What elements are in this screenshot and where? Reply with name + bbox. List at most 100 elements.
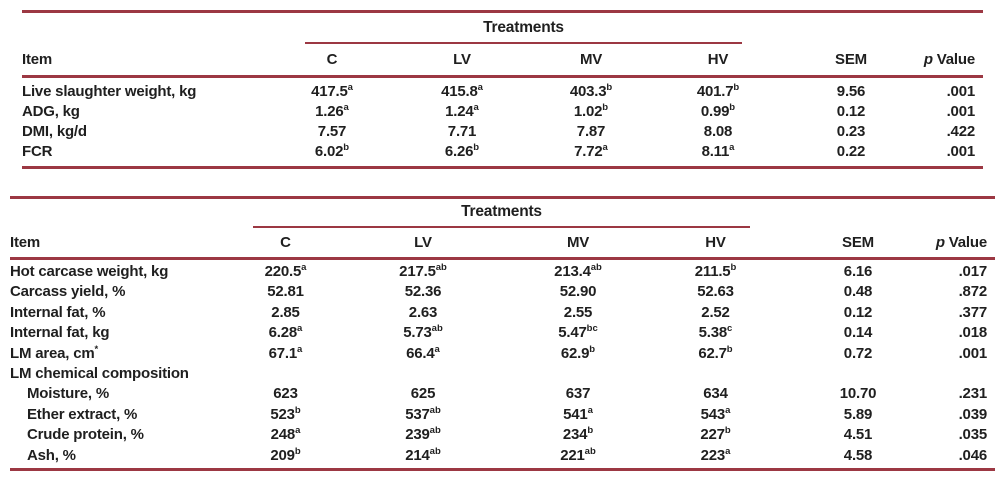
cell-value: 211.5b [694, 262, 737, 280]
cell-value: 1.02b [573, 102, 609, 120]
treatments-spanner-label: Treatments [253, 199, 750, 228]
cell-value: 5.73ab [403, 323, 443, 342]
cell-value: 221ab [560, 445, 596, 464]
cell-value: 220.5a [264, 262, 307, 280]
row-label: Ash, % [27, 446, 76, 464]
table-row: Internal fat, kg 6.28a 5.73ab 5.47bc 5.38c 0.… [10, 323, 995, 343]
table-row: Live slaughter weight, kg 417.5a 415.8a 403… [22, 82, 983, 102]
cell-value: 0.99b [700, 102, 736, 120]
cell-value: 2.63 [408, 303, 438, 321]
cell-value: 67.1a [268, 343, 303, 362]
cell-value: 0.72 [843, 344, 873, 362]
cell-value: .018 [958, 324, 988, 342]
cell-value: 0.12 [836, 103, 866, 120]
table-top-rule [10, 196, 995, 199]
cell-value: 10.70 [839, 385, 877, 403]
carcass-table: Treatments Item C LV MV HV SEM p Value Hot car… [10, 196, 995, 471]
table-row: LM chemical composition [10, 364, 995, 384]
cell-value: 209b [270, 445, 301, 464]
cell-value: 6.16 [843, 263, 873, 280]
cell-value: 0.14 [843, 324, 873, 342]
table-top-rule [22, 10, 983, 13]
table-mid-rule [10, 257, 995, 260]
cell-value: 541a [563, 404, 593, 423]
cell-value: 523b [270, 404, 301, 423]
cell-value: .001 [946, 143, 976, 160]
cell-value: 7.71 [447, 123, 477, 140]
col-header-sem: SEM [835, 51, 867, 68]
table-bottom-rule [10, 467, 995, 471]
row-label: DMI, kg/d [22, 123, 87, 140]
cell-value: 0.22 [836, 143, 866, 160]
col-header-p-value: p Value [923, 51, 975, 68]
cell-value [513, 364, 643, 384]
cell-value: 214ab [405, 445, 441, 464]
column-header-row: Item C LV MV HV SEM p Value [22, 44, 983, 75]
table-row: DMI, kg/d 7.57 7.71 7.87 8.08 0.23 .422 [22, 122, 983, 142]
cell-value: 4.51 [843, 426, 873, 444]
table-bottom-rule [22, 166, 983, 169]
cell-value: 1.24a [445, 102, 479, 120]
cell-value: 543a [700, 404, 731, 423]
row-label: Internal fat, kg [10, 324, 110, 342]
table-row: ADG, kg 1.26a 1.24a 1.02b 0.99b 0.12 .001 [22, 102, 983, 122]
col-header-hv: HV [707, 51, 729, 68]
cell-value: 6.28a [268, 323, 303, 342]
cell-value: 52.90 [559, 283, 597, 301]
cell-value: 5.89 [843, 405, 873, 423]
cell-value: 401.7b [696, 82, 740, 100]
row-label: Internal fat, % [10, 303, 106, 321]
cell-value: 62.9b [560, 343, 596, 362]
cell-value: 8.11a [701, 142, 735, 160]
col-header-hv: HV [705, 234, 726, 251]
cell-value: .046 [958, 446, 988, 464]
col-header-c: C [326, 51, 338, 68]
table-row: Hot carcase weight, kg 220.5a 217.5ab 213.4… [10, 262, 995, 282]
cell-value: 623 [273, 385, 298, 403]
cell-value: 227b [700, 425, 731, 444]
spanner-row: Treatments [10, 199, 995, 228]
row-label: FCR [22, 143, 53, 160]
cell-value: .035 [958, 426, 988, 444]
cell-value: 66.4a [406, 343, 440, 362]
cell-value: 4.58 [843, 446, 873, 464]
table-row: FCR 6.02b 6.26b 7.72a 8.11a 0.22 .001 [22, 142, 983, 162]
cell-value: 417.5a [311, 82, 353, 100]
cell-value: 5.47bc [558, 323, 598, 342]
cell-value: 0.48 [843, 283, 873, 301]
cell-value: 7.57 [317, 123, 347, 140]
row-label: LM area, cm* [10, 343, 99, 362]
table-body: Hot carcase weight, kg 220.5a 217.5ab 213.4… [10, 260, 995, 468]
cell-value: 52.81 [267, 283, 304, 301]
row-label: ADG, kg [22, 103, 80, 120]
cell-value: 52.63 [697, 283, 734, 301]
cell-value: 537ab [405, 404, 441, 423]
cell-value: 9.56 [836, 83, 866, 100]
cell-value: 239ab [405, 425, 441, 444]
cell-value: 52.36 [404, 283, 442, 301]
cell-value: 2.85 [271, 303, 300, 321]
cell-value: 7.87 [576, 123, 606, 140]
cell-value: .422 [946, 123, 976, 140]
row-label: Carcass yield, % [10, 283, 126, 301]
cell-value: .377 [958, 303, 988, 321]
cell-value [238, 364, 333, 384]
cell-value: 7.72a [574, 142, 608, 160]
col-header-lv: LV [453, 51, 471, 68]
cell-value: .001 [946, 103, 976, 120]
cell-value [333, 364, 513, 384]
cell-value: .039 [958, 405, 988, 423]
cell-value: 213.4ab [554, 262, 602, 280]
treatments-spanner-label: Treatments [305, 13, 742, 44]
cell-value [788, 364, 928, 384]
cell-value: 0.23 [836, 123, 866, 140]
spanner-row: Treatments [22, 13, 983, 44]
cell-value: .001 [946, 83, 976, 100]
cell-value: 415.8a [441, 82, 483, 100]
row-label: Moisture, % [27, 385, 109, 403]
cell-value: 234b [562, 425, 594, 444]
cell-value: .872 [958, 283, 988, 301]
cell-value: 637 [565, 385, 591, 403]
cell-value [643, 364, 788, 384]
cell-value: 0.12 [843, 303, 873, 321]
